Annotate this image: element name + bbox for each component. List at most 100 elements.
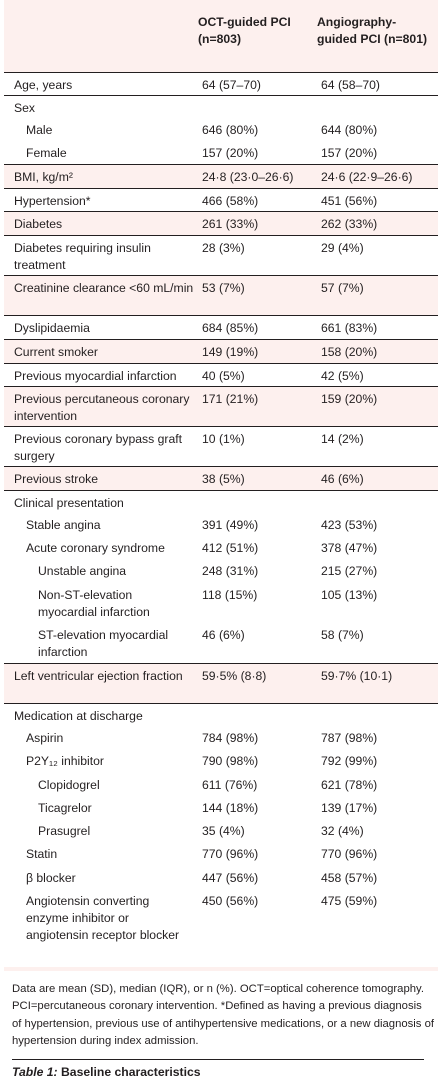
table-row: Non-ST-elevation myocardial infarction 11… [4, 583, 438, 623]
angiography-value: 57 (7%) [321, 281, 364, 295]
table-row: Clopidogrel 611 (76%) 621 (78%) [4, 773, 438, 796]
oct-value: 684 (85%) [202, 321, 259, 335]
row-label: Creatinine clearance <60 mL/min [14, 281, 194, 295]
row-label: Ticagrelor [38, 801, 92, 815]
footnote-text: Data are mean (SD), median (IQR), or n (… [12, 983, 434, 1047]
angiography-value: 42 (5%) [321, 369, 364, 383]
row-label: Angiotensin converting enzyme inhibitor … [26, 894, 180, 942]
table-row: Statin 770 (96%) 770 (96%) [4, 842, 438, 866]
caption-rule [12, 1059, 424, 1060]
row-label: Clinical presentation [14, 496, 124, 510]
column-header-oct: OCT-guided PCI (n=803) [198, 15, 291, 46]
row-label: Unstable angina [38, 564, 127, 578]
angiography-value: 792 (99%) [321, 754, 378, 768]
oct-value: 412 (51%) [202, 541, 259, 555]
table-row: Clinical presentation [4, 490, 438, 513]
row-label: Aspirin [26, 731, 64, 745]
oct-value: 646 (80%) [202, 123, 259, 137]
angiography-value: 458 (57%) [321, 871, 378, 885]
angiography-value: 159 (20%) [321, 392, 378, 406]
table-row: Male 646 (80%) 644 (80%) [4, 118, 438, 141]
row-label: Diabetes [14, 217, 63, 231]
oct-value: 248 (31%) [202, 564, 259, 578]
angiography-value: 58 (7%) [321, 628, 364, 642]
angiography-value: 644 (80%) [321, 123, 378, 137]
table-row: Current smoker 149 (19%) 158 (20%) [4, 339, 438, 363]
row-label: Female [26, 146, 67, 160]
row-label: Acute coronary syndrome [26, 541, 165, 555]
table-row: ST-elevation myocardial infarction 46 (6%… [4, 623, 438, 663]
oct-value: 790 (98%) [202, 754, 259, 768]
oct-value: 24·8 (23·0–26·6) [202, 170, 294, 184]
oct-value: 261 (33%) [202, 217, 259, 231]
table-row: Female 157 (20%) 157 (20%) [4, 141, 438, 164]
angiography-value: 475 (59%) [321, 894, 378, 908]
caption-label: Table 1: [12, 1065, 58, 1079]
oct-value: 784 (98%) [202, 731, 259, 745]
row-label: Diabetes requiring insulin treatment [14, 241, 151, 272]
row-label: Prasugrel [38, 824, 91, 838]
table-row: Acute coronary syndrome 412 (51%) 378 (47%… [4, 536, 438, 559]
table-row: Creatinine clearance <60 mL/min 53 (7%) 57… [4, 275, 438, 315]
row-label: Sex [14, 101, 36, 115]
row-label: Previous stroke [14, 472, 98, 486]
table-row: Hypertension* 466 (58%) 451 (56%) [4, 188, 438, 211]
oct-value: 770 (96%) [202, 847, 259, 861]
row-label: Stable angina [26, 518, 101, 532]
row-label: Non-ST-elevation myocardial infarction [38, 588, 150, 619]
angiography-value: 139 (17%) [321, 801, 378, 815]
row-label: Previous myocardial infarction [14, 369, 177, 383]
table-row: Previous percutaneous coronary intervent… [4, 386, 438, 426]
oct-value: 38 (5%) [202, 472, 245, 486]
row-label: Clopidogrel [38, 778, 100, 792]
angiography-value: 451 (56%) [321, 194, 378, 208]
oct-value: 157 (20%) [202, 146, 259, 160]
oct-value: 118 (15%) [202, 588, 258, 602]
table-row: Previous stroke 38 (5%) 46 (6%) [4, 466, 438, 490]
oct-value: 59·5% (8·8) [202, 669, 267, 683]
oct-value: 35 (4%) [202, 824, 245, 838]
table-row: Medication at discharge [4, 703, 438, 726]
table-row: Stable angina 391 (49%) 423 (53%) [4, 513, 438, 536]
angiography-value: 24·6 (22·9–26·6) [321, 170, 413, 184]
oct-value: 144 (18%) [202, 801, 259, 815]
angiography-value: 661 (83%) [321, 321, 378, 335]
table-row: Ticagrelor 144 (18%) 139 (17%) [4, 796, 438, 819]
table-row: Sex [4, 95, 438, 118]
table-row: Previous myocardial infarction 40 (5%) 42 … [4, 363, 438, 386]
angiography-value: 14 (2%) [321, 432, 364, 446]
table-row: Diabetes requiring insulin treatment 28 (… [4, 235, 438, 275]
angiography-value: 262 (33%) [321, 217, 378, 231]
angiography-value: 105 (13%) [321, 588, 378, 602]
table-row: P2Y₁₂ inhibitor 790 (98%) 792 (99%) [4, 749, 438, 773]
angiography-value: 29 (4%) [321, 241, 364, 255]
oct-value: 10 (1%) [202, 432, 245, 446]
table-row: Unstable angina 248 (31%) 215 (27%) [4, 559, 438, 583]
oct-value: 28 (3%) [202, 241, 245, 255]
angiography-value: 378 (47%) [321, 541, 378, 555]
oct-value: 40 (5%) [202, 369, 245, 383]
oct-value: 447 (56%) [202, 871, 259, 885]
table-row: Age, years 64 (57–70) 64 (58–70) [4, 72, 438, 95]
oct-value: 46 (6%) [202, 628, 245, 642]
angiography-value: 158 (20%) [321, 345, 378, 359]
oct-value: 391 (49%) [202, 518, 259, 532]
row-label: Age, years [14, 78, 73, 92]
column-header-angiography: Angiography-guided PCI (n=801) [317, 15, 428, 46]
row-label: BMI, kg/m² [14, 170, 73, 184]
row-label: Current smoker [14, 345, 98, 359]
footnote-block: Data are mean (SD), median (IQR), or n (… [12, 981, 434, 1050]
row-label: β blocker [26, 871, 76, 885]
row-label: Statin [26, 847, 58, 861]
angiography-value: 46 (6%) [321, 472, 364, 486]
row-label: ST-elevation myocardial infarction [38, 628, 169, 659]
row-label: Left ventricular ejection fraction [14, 669, 183, 683]
angiography-value: 157 (20%) [321, 146, 378, 160]
oct-value: 53 (7%) [202, 281, 245, 295]
angiography-value: 64 (58–70) [321, 78, 380, 92]
angiography-value: 621 (78%) [321, 778, 378, 792]
row-label: Hypertension* [14, 194, 91, 208]
oct-value: 64 (57–70) [202, 78, 261, 92]
table-row: Dyslipidaemia 684 (85%) 661 (83%) [4, 315, 438, 339]
oct-value: 450 (56%) [202, 894, 259, 908]
